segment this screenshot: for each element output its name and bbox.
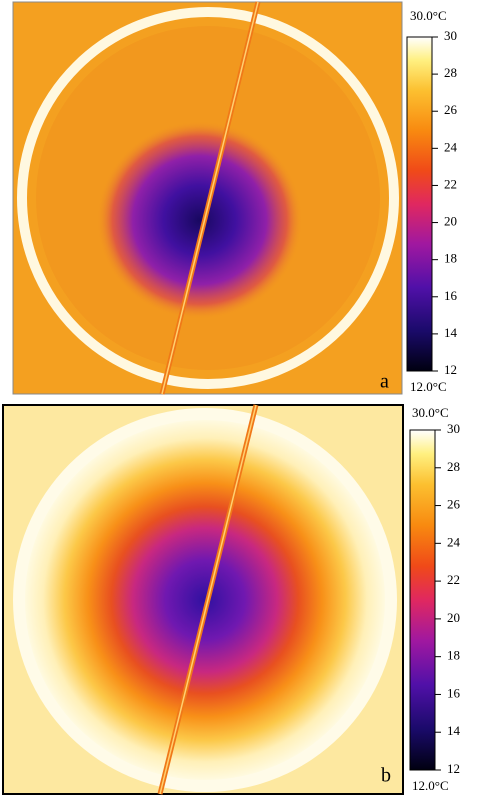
colorbar-max-label: 30.0°C <box>412 405 449 420</box>
tick-label: 22 <box>444 176 457 191</box>
tick-label: 26 <box>444 102 458 117</box>
tick-label: 14 <box>444 325 458 340</box>
tick-label: 30 <box>447 421 460 436</box>
panel-label: a <box>380 371 389 393</box>
tick-label: 24 <box>447 534 461 549</box>
tick-label: 28 <box>447 459 460 474</box>
colorbar-min-label: 12.0°C <box>412 778 449 793</box>
colorbar <box>409 429 436 771</box>
colorbar-max-label: 30.0°C <box>410 8 447 23</box>
tick-label: 12 <box>444 362 457 377</box>
panel-label: b <box>381 765 391 787</box>
colorbar-min-label: 12.0°C <box>410 379 447 394</box>
tick-label: 12 <box>447 761 460 776</box>
tick-label: 14 <box>447 723 461 738</box>
tick-label: 16 <box>447 685 461 700</box>
thermal-image-b <box>2 404 404 795</box>
tick-label: 24 <box>444 139 458 154</box>
thermal-image-a <box>12 1 403 395</box>
tick-label: 26 <box>447 497 461 512</box>
colorbar <box>406 36 433 372</box>
tick-label: 18 <box>447 648 460 663</box>
tick-label: 22 <box>447 572 460 587</box>
tick-label: 30 <box>444 28 457 43</box>
tick-label: 16 <box>444 288 458 303</box>
tick-label: 20 <box>444 214 457 229</box>
tick-label: 28 <box>444 65 457 80</box>
tick-label: 18 <box>444 251 457 266</box>
tick-label: 20 <box>447 610 460 625</box>
